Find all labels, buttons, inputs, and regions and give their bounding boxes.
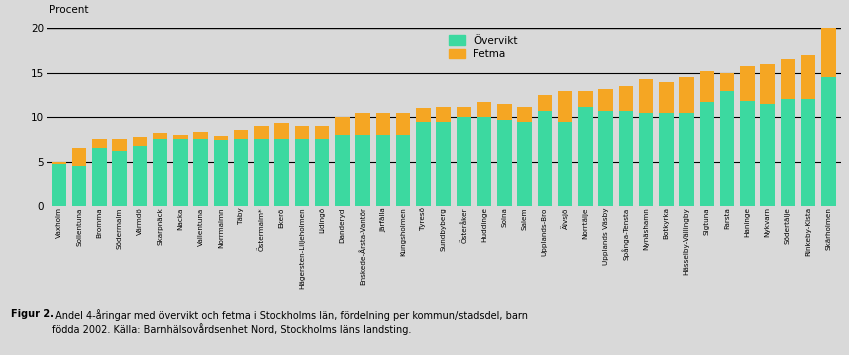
Bar <box>679 77 694 113</box>
Bar <box>72 148 87 166</box>
Bar <box>436 106 451 121</box>
Bar <box>700 71 714 102</box>
Text: Procent: Procent <box>48 5 88 15</box>
Bar <box>132 146 147 206</box>
Bar <box>720 91 734 206</box>
Bar <box>619 86 633 111</box>
Bar <box>173 135 188 140</box>
Bar <box>599 89 613 111</box>
Bar <box>295 126 309 140</box>
Bar <box>517 121 531 206</box>
Bar <box>457 106 471 117</box>
Bar <box>173 140 188 206</box>
Bar <box>821 77 835 206</box>
Bar <box>457 117 471 206</box>
Text: Figur 2.: Figur 2. <box>11 309 54 319</box>
Bar <box>740 66 755 101</box>
Bar <box>132 137 147 146</box>
Bar <box>537 111 552 206</box>
Bar <box>558 121 572 206</box>
Bar <box>214 136 228 140</box>
Bar <box>416 121 430 206</box>
Bar <box>356 113 370 135</box>
Bar <box>153 133 167 140</box>
Bar <box>92 140 107 148</box>
Bar <box>92 148 107 206</box>
Bar <box>659 82 673 113</box>
Bar <box>477 102 492 117</box>
Bar <box>720 73 734 91</box>
Bar <box>761 104 775 206</box>
Bar <box>497 120 512 206</box>
Bar <box>112 151 127 206</box>
Bar <box>335 117 350 135</box>
Bar <box>396 113 410 135</box>
Bar <box>801 99 815 206</box>
Legend: Övervikt, Fetma: Övervikt, Fetma <box>449 36 518 59</box>
Bar <box>52 162 66 164</box>
Bar <box>214 140 228 206</box>
Bar <box>295 140 309 206</box>
Bar <box>356 135 370 206</box>
Bar <box>638 113 654 206</box>
Bar <box>274 124 289 140</box>
Bar <box>335 135 350 206</box>
Bar <box>761 64 775 104</box>
Bar <box>477 117 492 206</box>
Bar <box>558 91 572 121</box>
Bar <box>194 140 208 206</box>
Bar <box>780 60 796 99</box>
Bar <box>233 131 249 140</box>
Bar <box>254 140 268 206</box>
Bar <box>194 132 208 140</box>
Bar <box>254 126 268 140</box>
Bar <box>780 99 796 206</box>
Bar <box>375 113 391 135</box>
Bar <box>679 113 694 206</box>
Bar <box>821 28 835 77</box>
Bar <box>233 140 249 206</box>
Bar <box>619 111 633 206</box>
Bar <box>700 102 714 206</box>
Bar <box>153 140 167 206</box>
Bar <box>599 111 613 206</box>
Bar <box>72 166 87 206</box>
Text: Andel 4-åringar med övervikt och fetma i Stockholms län, fördelning per kommun/s: Andel 4-åringar med övervikt och fetma i… <box>52 309 528 335</box>
Bar <box>578 106 593 206</box>
Bar <box>416 108 430 121</box>
Bar <box>315 140 329 206</box>
Bar <box>375 135 391 206</box>
Bar <box>274 140 289 206</box>
Bar <box>578 91 593 106</box>
Bar <box>740 101 755 206</box>
Bar <box>112 139 127 151</box>
Bar <box>396 135 410 206</box>
Bar <box>52 164 66 206</box>
Bar <box>638 79 654 113</box>
Bar <box>315 126 329 140</box>
Bar <box>436 121 451 206</box>
Bar <box>537 95 552 111</box>
Bar <box>659 113 673 206</box>
Bar <box>517 106 531 121</box>
Bar <box>801 55 815 99</box>
Bar <box>497 104 512 120</box>
